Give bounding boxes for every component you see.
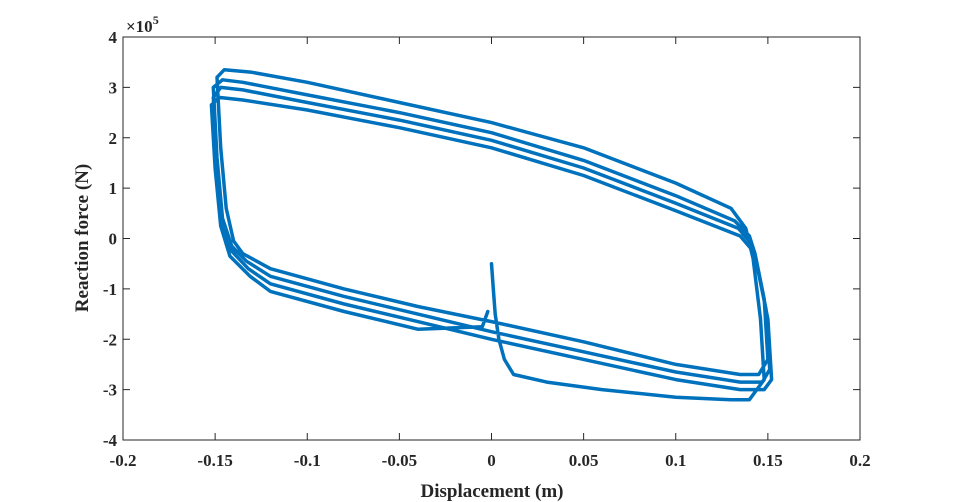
x-axis-label: Displacement (m)	[421, 481, 564, 502]
y-exponent-power: 5	[153, 13, 159, 27]
hysteresis-series-line	[209, 67, 774, 402]
x-tick-label: 0.1	[665, 451, 686, 470]
y-tick-label: 0	[109, 230, 118, 249]
x-tick-label: 0	[487, 451, 496, 470]
x-tick-label: -0.15	[197, 451, 232, 470]
x-ticks: -0.2 -0.15 -0.1 -0.05 0 0.05 0.1 0.15 0.2	[110, 37, 871, 470]
y-tick-label: -3	[103, 381, 117, 400]
y-tick-label: -1	[103, 280, 117, 299]
y-tick-label: 3	[109, 78, 118, 97]
x-tick-label: 0.15	[753, 451, 783, 470]
y-tick-label: -2	[103, 330, 117, 349]
x-tick-label: -0.2	[110, 451, 137, 470]
x-tick-label: -0.05	[382, 451, 417, 470]
y-axis-label: Reaction force (N)	[72, 164, 93, 312]
x-tick-label: 0.05	[569, 451, 599, 470]
y-tick-label: 2	[109, 129, 118, 148]
y-tick-label: 1	[109, 179, 118, 198]
x-tick-label: -0.1	[294, 451, 321, 470]
y-ticks: -4 -3 -2 -1 0 1 2 3 4	[103, 28, 860, 450]
x-tick-label: 0.2	[849, 451, 870, 470]
y-tick-label: 4	[109, 28, 118, 47]
y-exponent-label: ×105	[126, 13, 159, 36]
series-layer	[209, 67, 774, 402]
y-exponent-base: ×10	[126, 17, 153, 36]
y-tick-label: -4	[103, 431, 118, 450]
